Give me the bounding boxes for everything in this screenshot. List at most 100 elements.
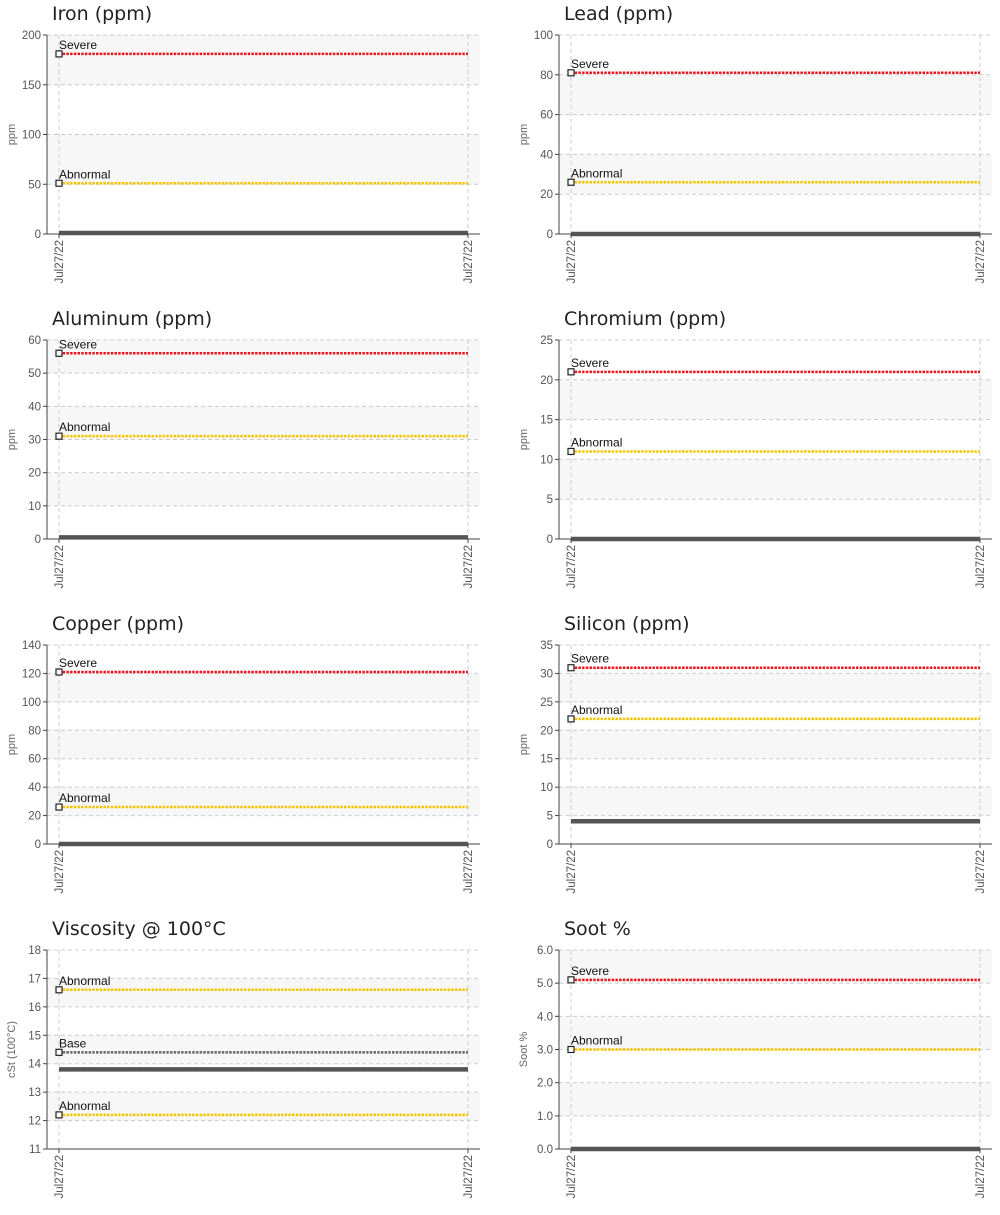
limit-label: Abnormal <box>59 974 110 988</box>
x-tick-label: Jul27/22 <box>975 545 987 588</box>
limit-marker <box>55 668 63 676</box>
y-tick-label: 0 <box>547 839 553 851</box>
y-tick-label: 35 <box>540 640 553 652</box>
limit-marker <box>567 447 575 456</box>
chart-title: Aluminum (ppm) <box>52 308 213 330</box>
y-tick-label: 4.0 <box>537 1011 553 1023</box>
y-tick-label: 140 <box>22 640 41 652</box>
chart-svg: 0 20 40 60 80 100 ppm Severe Abnormal Jul27/22 Jul… <box>518 30 992 283</box>
x-tick-label: Jul27/22 <box>463 240 475 283</box>
x-tick-label: Jul27/22 <box>54 850 66 893</box>
grid-band <box>47 406 480 440</box>
y-tick-label: 50 <box>28 179 41 191</box>
y-tick-label: 12 <box>28 1116 41 1128</box>
x-tick-label: Jul27/22 <box>463 1155 475 1198</box>
limit-label: Severe <box>571 964 609 978</box>
chart-svg: 0.0 1.0 2.0 3.0 4.0 5.0 6.0 Soot % Severe Abnorma… <box>518 945 992 1198</box>
chart-svg: 0 20 40 60 80 100 120 140 ppm Severe Abnormal Jul27… <box>6 640 480 893</box>
grid-band <box>559 787 992 816</box>
chart-title: Copper (ppm) <box>52 613 185 635</box>
grid-band <box>47 1092 480 1121</box>
grid-band <box>559 74 992 115</box>
limit-label: Base <box>59 1036 87 1050</box>
chart-svg: 11 12 13 14 15 16 17 18 cSt (100°C) Abnormal Base A… <box>6 945 480 1198</box>
y-tick-label: 30 <box>28 435 41 447</box>
y-tick-label: 60 <box>28 754 41 766</box>
chart-svg: 0 5 10 15 20 25 ppm Severe Abnormal Jul27/22 Jul27… <box>518 335 992 588</box>
chart-title: Viscosity @ 100°C <box>52 918 226 940</box>
y-tick-label: 100 <box>534 30 553 42</box>
y-axis-label: cSt (100°C) <box>6 1021 18 1078</box>
y-tick-label: 100 <box>22 130 41 142</box>
grid-band <box>47 730 480 759</box>
chart-panel: Silicon (ppm) 0 5 10 15 20 25 30 35 ppm Severe Abno… <box>512 610 1000 910</box>
chart-panel: Iron (ppm) 0 50 100 150 200 ppm Severe Abnormal J… <box>0 0 490 300</box>
y-tick-label: 13 <box>28 1087 41 1099</box>
y-tick-label: 80 <box>540 70 553 82</box>
y-tick-label: 14 <box>28 1059 41 1071</box>
y-axis-label: ppm <box>6 429 18 450</box>
limit-marker <box>55 1111 63 1119</box>
y-tick-label: 25 <box>540 335 553 347</box>
y-tick-label: 20 <box>28 811 41 823</box>
y-tick-label: 15 <box>28 1030 41 1042</box>
y-axis-label: Soot % <box>518 1032 530 1068</box>
grid-band <box>559 1016 992 1050</box>
limit-label: Abnormal <box>571 435 622 449</box>
grid-band <box>47 340 480 374</box>
limit-label: Abnormal <box>59 167 110 181</box>
grid-band <box>47 978 480 1007</box>
grid-band <box>47 673 480 702</box>
y-tick-label: 25 <box>540 697 553 709</box>
chart-panel: Copper (ppm) 0 20 40 60 80 100 120 140 ppm Severe A… <box>0 610 490 910</box>
limit-marker <box>567 1045 575 1054</box>
y-tick-label: 17 <box>28 973 41 985</box>
x-tick-label: Jul27/22 <box>463 850 475 893</box>
y-tick-label: 150 <box>22 80 41 92</box>
y-tick-label: 18 <box>28 945 41 957</box>
x-tick-label: Jul27/22 <box>975 240 987 283</box>
y-tick-label: 15 <box>540 754 553 766</box>
y-tick-label: 5.0 <box>537 978 553 990</box>
limit-marker <box>567 715 575 723</box>
y-tick-label: 60 <box>28 335 41 347</box>
limit-marker <box>567 69 575 77</box>
y-tick-label: 1.0 <box>537 1111 553 1123</box>
y-tick-label: 60 <box>540 110 553 122</box>
chart-panel: Chromium (ppm) 0 5 10 15 20 25 ppm Severe Abnorma… <box>512 305 1000 605</box>
grid-band <box>47 134 480 185</box>
chart-title: Lead (ppm) <box>564 3 674 25</box>
y-tick-label: 3.0 <box>537 1045 553 1057</box>
y-axis-label: ppm <box>6 124 18 145</box>
chart-panel: Soot % 0.0 1.0 2.0 3.0 4.0 5.0 6.0 Soot % Severe A… <box>512 915 1000 1215</box>
chart-title: Chromium (ppm) <box>564 308 727 330</box>
chart-panel: Aluminum (ppm) 0 10 20 30 40 50 60 ppm Severe Abno… <box>0 305 490 605</box>
y-tick-label: 50 <box>28 368 41 380</box>
x-tick-label: Jul27/22 <box>975 1155 987 1198</box>
x-tick-label: Jul27/22 <box>54 1155 66 1198</box>
x-tick-label: Jul27/22 <box>463 545 475 588</box>
chart-panel: Lead (ppm) 0 20 40 60 80 100 ppm Severe Abnormal J… <box>512 0 1000 300</box>
limit-label: Severe <box>59 38 97 52</box>
x-tick-label: Jul27/22 <box>54 545 66 588</box>
y-axis-label: ppm <box>6 734 18 755</box>
y-tick-label: 20 <box>540 375 553 387</box>
limit-label: Abnormal <box>571 703 622 717</box>
y-tick-label: 16 <box>28 1002 41 1014</box>
chart-title: Iron (ppm) <box>52 3 153 25</box>
limit-marker <box>55 179 63 187</box>
x-tick-label: Jul27/22 <box>566 240 578 283</box>
limit-label: Severe <box>571 652 609 666</box>
y-tick-label: 15 <box>540 415 553 427</box>
limit-label: Severe <box>59 337 97 351</box>
y-tick-label: 30 <box>540 668 553 680</box>
y-tick-label: 10 <box>540 782 553 794</box>
grid-band <box>47 1035 480 1064</box>
grid-band <box>559 459 992 500</box>
x-tick-label: Jul27/22 <box>54 240 66 283</box>
y-tick-label: 5 <box>547 494 553 506</box>
grid-band <box>559 673 992 702</box>
limit-marker <box>567 368 575 376</box>
y-tick-label: 20 <box>28 468 41 480</box>
chart-svg: 0 5 10 15 20 25 30 35 ppm Severe Abnormal Jul27/22 J… <box>518 640 992 893</box>
